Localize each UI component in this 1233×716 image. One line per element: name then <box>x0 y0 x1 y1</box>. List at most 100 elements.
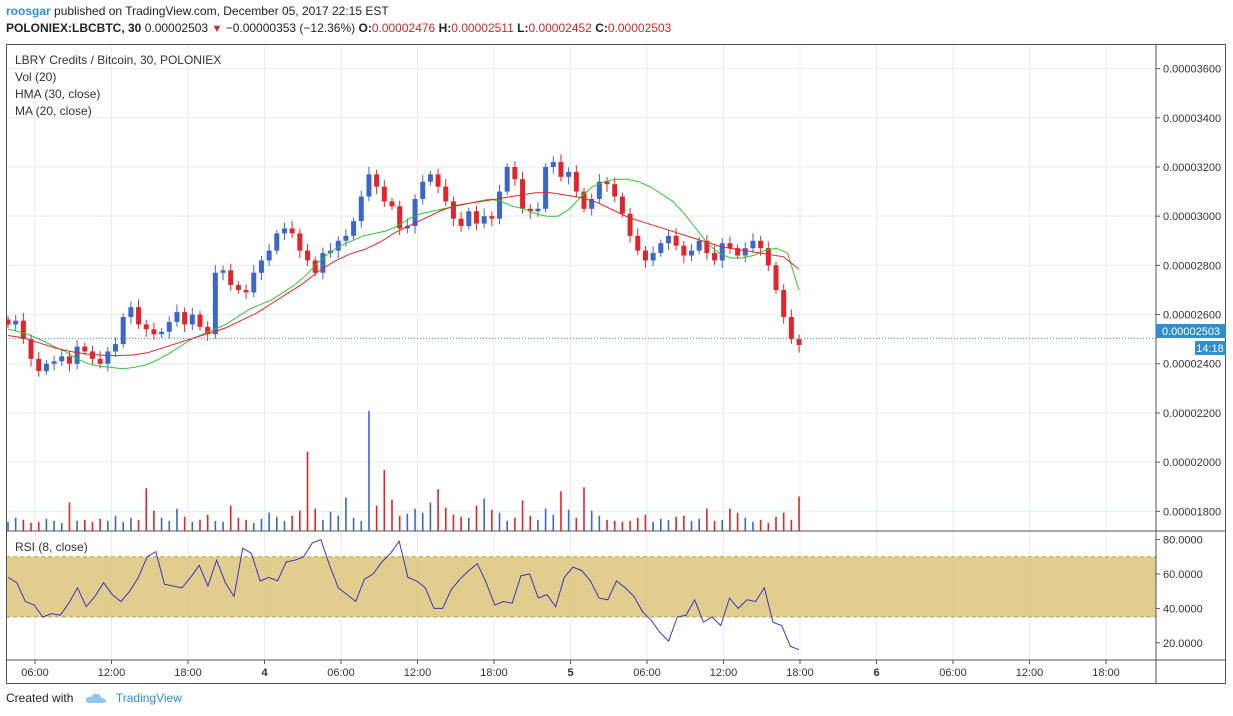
volume-bar <box>468 517 470 531</box>
chart-svg[interactable]: LBRY Credits / Bitcoin, 30, POLONIEX Vol… <box>5 44 1226 684</box>
volume-bar <box>7 521 9 531</box>
volume-bar <box>99 518 101 531</box>
candle-body <box>274 233 280 251</box>
candles <box>5 154 802 377</box>
candle-body <box>66 356 72 364</box>
volume-bar <box>145 488 148 531</box>
candle-body <box>458 218 464 227</box>
author-link[interactable]: roosgar <box>6 4 51 18</box>
rsi-tick-label: 60.0000 <box>1163 569 1203 581</box>
time-tick-label: 06:00 <box>327 667 355 679</box>
candle-body <box>696 240 702 251</box>
change-value: −0.00000353 (−12.36%) <box>225 21 356 35</box>
candle-body <box>159 331 165 335</box>
candle-body <box>673 235 679 246</box>
time-tick-label: 06:00 <box>21 667 49 679</box>
volume-bar <box>498 512 501 531</box>
volume-bar <box>767 522 770 531</box>
time-tick-label: 12:00 <box>1016 667 1044 679</box>
price-axis[interactable]: 0.00001800 0.00002000 0.00002200 0.00002400… <box>1156 64 1221 519</box>
volume-bar <box>421 512 424 531</box>
volume-bar <box>752 521 754 531</box>
volume-bar <box>683 515 685 531</box>
candle-body <box>97 358 103 364</box>
time-tick-label: 5 <box>567 667 573 679</box>
price-tick-label: 0.00002400 <box>1163 359 1221 371</box>
candle-body <box>120 317 126 345</box>
volume-bar <box>237 517 240 531</box>
candle-body <box>128 307 134 318</box>
candle-body <box>404 226 410 229</box>
volume-bar <box>782 512 785 531</box>
volume-bar <box>644 514 647 531</box>
candle-body <box>174 312 180 322</box>
candle-body <box>182 312 188 325</box>
chart-frame: LBRY Credits / Bitcoin, 30, POLONIEX Vol… <box>5 44 1226 684</box>
legend-hma: HMA (30, close) <box>15 87 100 101</box>
candle-body <box>320 253 326 273</box>
volume-bar <box>552 514 555 531</box>
candle-body <box>397 206 403 229</box>
rsi-tick-label: 80.0000 <box>1163 535 1203 547</box>
candle-body <box>704 240 710 254</box>
volume-bar <box>107 520 109 531</box>
volume-bar <box>122 521 124 531</box>
candle-body <box>788 317 794 340</box>
candle-body <box>51 361 57 364</box>
price-tick-label: 0.00002600 <box>1163 310 1221 322</box>
legend-ma: MA (20, close) <box>15 104 92 118</box>
rsi-axis[interactable]: 20.0000 40.0000 60.0000 80.0000 <box>1156 535 1203 650</box>
candle-body <box>82 346 88 352</box>
volume-bar <box>590 510 593 531</box>
candle-body <box>289 228 295 234</box>
volume-bar <box>291 515 293 531</box>
time-tick-label: 06:00 <box>633 667 661 679</box>
candle-body <box>427 174 433 182</box>
low-value: 0.00002452 <box>528 21 592 35</box>
volume-bar <box>652 521 654 531</box>
candle-body <box>228 270 234 286</box>
candle-body <box>443 186 449 202</box>
candle-body <box>366 174 372 197</box>
volume-bar <box>475 505 478 531</box>
price-tick-label: 0.00001800 <box>1163 506 1221 518</box>
legend-rsi: RSI (8, close) <box>15 540 88 554</box>
volume-bar <box>60 522 63 531</box>
candle-body <box>712 253 718 261</box>
volume-bar <box>283 520 286 531</box>
candle-body <box>243 289 249 293</box>
candle-body <box>627 213 633 236</box>
candle-body <box>681 245 687 256</box>
candle-body <box>473 211 479 224</box>
candle-body <box>166 321 172 332</box>
high-label: H: <box>438 21 452 35</box>
volume-bar <box>322 519 324 531</box>
volume-bar <box>606 519 608 531</box>
candle-body <box>735 248 741 256</box>
volume-bar <box>191 521 194 531</box>
tradingview-link[interactable]: TradingView <box>115 691 182 705</box>
chart-header: roosgar published on TradingView.com, De… <box>6 0 1226 36</box>
volume-bar <box>22 519 25 531</box>
volume-bar <box>521 500 524 531</box>
volume-bar <box>798 496 800 531</box>
candle-body <box>750 240 756 249</box>
volume-bar <box>314 508 316 531</box>
price-tick-label: 0.00003000 <box>1163 211 1221 223</box>
candle-body <box>581 191 587 209</box>
time-axis[interactable]: 06:00 12:00 18:00 4 06:00 12:00 18:00 5 06:00 12:… <box>21 660 1120 679</box>
volume-bar <box>790 519 793 531</box>
volume-bar <box>460 516 462 531</box>
candle-body <box>113 344 119 352</box>
countdown-badge <box>1195 341 1226 355</box>
volume-bar <box>30 522 32 531</box>
candle-body <box>781 289 787 318</box>
volume-bar <box>744 517 747 531</box>
volume-bar <box>252 522 255 531</box>
price-tick-label: 0.00003600 <box>1163 64 1221 76</box>
volume-bar <box>352 517 355 531</box>
candle-body <box>143 324 149 330</box>
volume-bar <box>222 521 224 531</box>
legend-vol: Vol (20) <box>15 70 56 84</box>
candle-body <box>381 186 387 202</box>
